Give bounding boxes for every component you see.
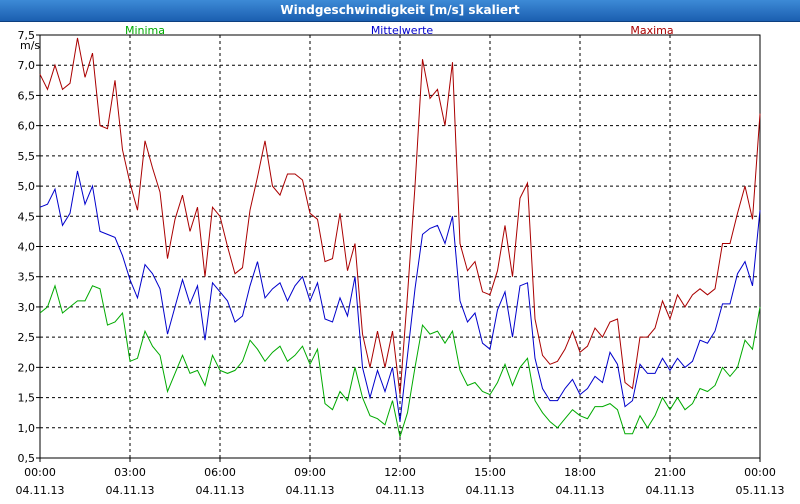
- x-tick-date-label: 04.11.13: [106, 484, 155, 497]
- y-tick-label: 4,5: [18, 210, 36, 223]
- y-tick-label: 6,5: [18, 89, 36, 102]
- y-axis: 0,5 1,0 1,5 2,0 2,5 3,0 3,5 4,0 4,5 5,0 5,5 6,0 6,5 7…: [18, 29, 40, 465]
- x-tick-time-label: 06:00: [204, 466, 236, 479]
- y-tick-label: 7,5: [18, 29, 36, 42]
- y-tick-label: 6,0: [18, 120, 36, 133]
- y-tick-label: 0,5: [18, 452, 36, 465]
- legend-item-maxima: Maxima: [630, 24, 673, 37]
- y-tick-label: 5,5: [18, 150, 36, 163]
- chart-title-bar: Windgeschwindigkeit [m/s] skaliert: [0, 0, 800, 22]
- y-tick-label: 7,0: [18, 59, 36, 72]
- x-tick-time-label: 12:00: [384, 466, 416, 479]
- series-line-mittelwerte: [39, 170, 761, 422]
- x-tick-date-label: 04.11.13: [16, 484, 65, 497]
- x-tick-date-label: 04.11.13: [556, 484, 605, 497]
- x-tick-date-label: 04.11.13: [286, 484, 335, 497]
- x-tick-date-label: 04.11.13: [196, 484, 245, 497]
- x-tick-time-label: 03:00: [114, 466, 146, 479]
- y-tick-label: 2,5: [18, 331, 36, 344]
- legend-item-mittelwerte: Mittelwerte: [371, 24, 434, 37]
- wind-speed-chart: 0,5 1,0 1,5 2,0 2,5 3,0 3,5 4,0 4,5 5,0 5,5 6,0 6,5 7…: [16, 24, 785, 497]
- y-axis-label: m/s: [20, 39, 40, 52]
- grid: [40, 35, 760, 458]
- x-tick-date-label: 04.11.13: [646, 484, 695, 497]
- y-tick-label: 3,5: [18, 271, 36, 284]
- x-tick-date-label: 04.11.13: [466, 484, 515, 497]
- x-tick-date-label: 05.11.13: [736, 484, 785, 497]
- x-tick-time-label: 15:00: [474, 466, 506, 479]
- series-line-minima: [39, 284, 761, 438]
- y-tick-label: 5,0: [18, 180, 36, 193]
- chart-title: Windgeschwindigkeit [m/s] skaliert: [280, 3, 520, 17]
- y-tick-label: 1,5: [18, 392, 36, 405]
- x-tick-date-label: 04.11.13: [376, 484, 425, 497]
- y-tick-label: 1,0: [18, 422, 36, 435]
- x-tick-time-label: 21:00: [654, 466, 686, 479]
- x-tick-time-label: 00:00: [744, 466, 776, 479]
- y-tick-label: 2,0: [18, 361, 36, 374]
- legend: Minima Mittelwerte Maxima: [125, 24, 674, 37]
- legend-item-minima: Minima: [125, 24, 165, 37]
- x-tick-time-label: 09:00: [294, 466, 326, 479]
- x-tick-time-label: 00:00: [24, 466, 56, 479]
- chart-area: 0,5 1,0 1,5 2,0 2,5 3,0 3,5 4,0 4,5 5,0 5,5 6,0 6,5 7…: [0, 22, 800, 500]
- series-line-maxima: [39, 37, 761, 395]
- y-tick-label: 3,0: [18, 301, 36, 314]
- y-tick-label: 4,0: [18, 241, 36, 254]
- series-group: [39, 37, 761, 438]
- x-tick-time-label: 18:00: [564, 466, 596, 479]
- x-axis: 00:00 04.11.13 03:00 04.11.13 06:00 04.11.13 0…: [16, 458, 785, 497]
